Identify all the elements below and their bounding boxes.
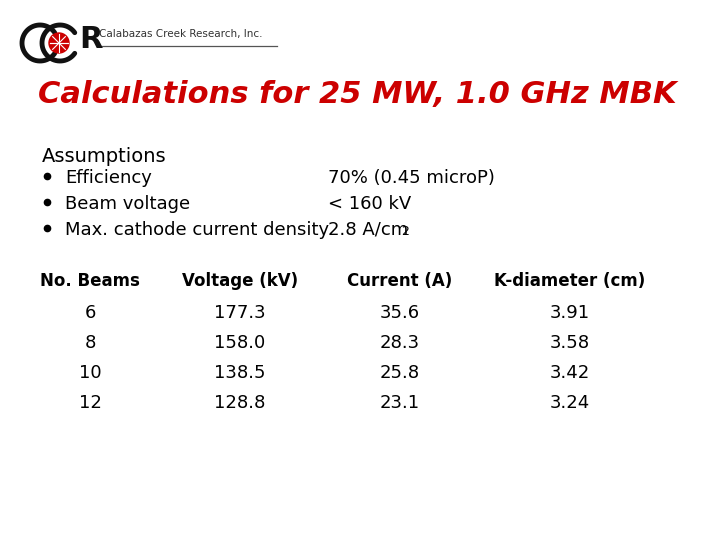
Text: 177.3: 177.3 xyxy=(214,304,266,322)
Text: 35.6: 35.6 xyxy=(380,304,420,322)
Text: 3.58: 3.58 xyxy=(550,334,590,352)
Text: 2.8 A/cm: 2.8 A/cm xyxy=(328,221,408,239)
Text: 128.8: 128.8 xyxy=(215,394,266,412)
Text: 10: 10 xyxy=(78,364,102,382)
Text: 23.1: 23.1 xyxy=(380,394,420,412)
Text: 3.24: 3.24 xyxy=(550,394,590,412)
Text: 158.0: 158.0 xyxy=(215,334,266,352)
Circle shape xyxy=(49,33,69,53)
Text: 6: 6 xyxy=(84,304,96,322)
Text: 28.3: 28.3 xyxy=(380,334,420,352)
Text: 2: 2 xyxy=(401,225,409,238)
Text: 3.91: 3.91 xyxy=(550,304,590,322)
Text: 12: 12 xyxy=(78,394,102,412)
Text: Calabazas Creek Research, Inc.: Calabazas Creek Research, Inc. xyxy=(99,29,263,39)
Text: 138.5: 138.5 xyxy=(215,364,266,382)
Text: 70% (0.45 microP): 70% (0.45 microP) xyxy=(328,169,495,187)
Text: < 160 kV: < 160 kV xyxy=(328,195,411,213)
Text: 3.42: 3.42 xyxy=(550,364,590,382)
Text: Calculations for 25 MW, 1.0 GHz MBK: Calculations for 25 MW, 1.0 GHz MBK xyxy=(38,80,677,109)
Text: Efficiency: Efficiency xyxy=(65,169,152,187)
Text: Assumptions: Assumptions xyxy=(42,147,166,166)
Text: Current (A): Current (A) xyxy=(347,272,453,290)
Text: K-diameter (cm): K-diameter (cm) xyxy=(495,272,646,290)
Text: Voltage (kV): Voltage (kV) xyxy=(182,272,298,290)
Text: 8: 8 xyxy=(84,334,96,352)
Text: No. Beams: No. Beams xyxy=(40,272,140,290)
Text: 25.8: 25.8 xyxy=(380,364,420,382)
Text: R: R xyxy=(79,25,102,54)
Text: Beam voltage: Beam voltage xyxy=(65,195,190,213)
Text: Max. cathode current density: Max. cathode current density xyxy=(65,221,329,239)
